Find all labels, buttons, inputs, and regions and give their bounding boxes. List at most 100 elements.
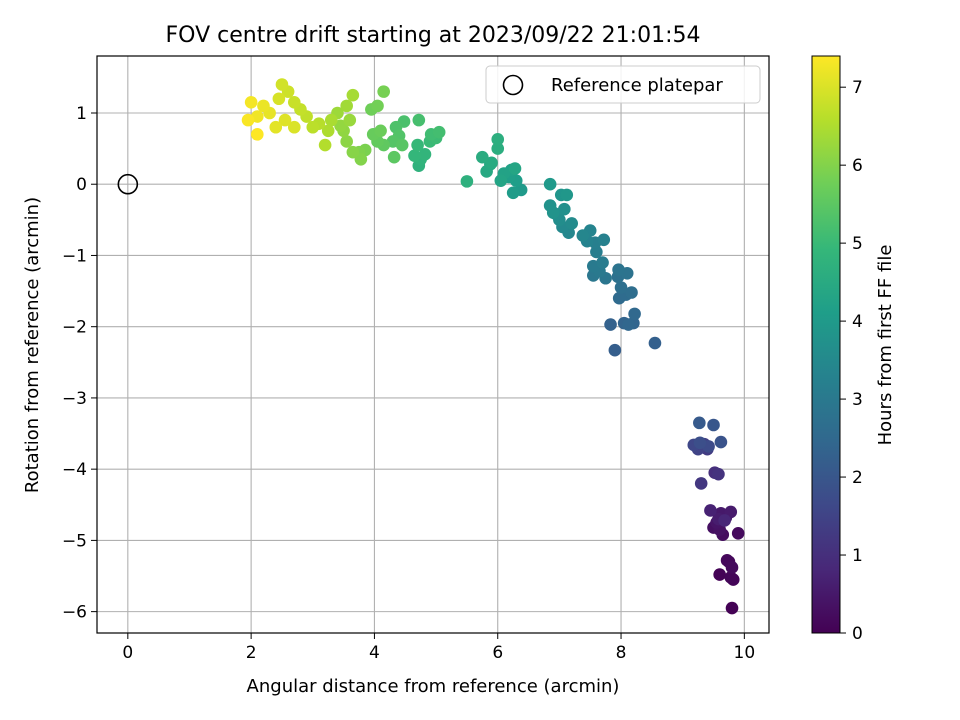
data-point — [712, 467, 725, 481]
plot-frame — [96, 55, 770, 634]
data-point — [387, 150, 401, 164]
data-point — [324, 113, 338, 127]
colorbar-gradient — [811, 55, 841, 634]
data-point — [625, 286, 638, 299]
colorbar-tick-label: 4 — [852, 312, 863, 332]
data-point — [241, 113, 255, 127]
data-point — [460, 175, 474, 188]
data-point — [604, 318, 617, 331]
data-point — [622, 318, 635, 331]
y-tick-label: −4 — [62, 460, 87, 480]
data-point — [408, 149, 421, 163]
data-point — [244, 96, 258, 109]
data-point — [694, 477, 708, 490]
data-point — [565, 217, 579, 230]
data-point — [343, 113, 357, 127]
data-point — [321, 124, 335, 138]
y-tick-label: −2 — [62, 318, 87, 338]
data-point — [287, 96, 301, 109]
legend-box — [485, 65, 761, 104]
x-tick-label: 10 — [734, 643, 756, 663]
colorbar-label: Hours from first FF file — [875, 245, 896, 446]
reference-marker — [117, 173, 139, 195]
data-point — [628, 307, 641, 321]
data-point — [506, 186, 520, 200]
x-tick-label: 4 — [369, 643, 380, 663]
data-point — [432, 125, 446, 139]
grid-lines — [97, 56, 769, 633]
colorbar-ticks: 0 1 2 3 4 5 6 7 — [840, 78, 863, 644]
x-tick-label: 8 — [616, 643, 627, 663]
colorbar: 0 1 2 3 4 5 6 7 Hours from first FF file — [811, 55, 896, 644]
x-axis-label: Angular distance from reference (arcmin) — [247, 676, 620, 697]
data-point — [693, 436, 707, 450]
colorbar-tick-label: 2 — [852, 468, 863, 488]
data-point — [269, 120, 283, 134]
data-points — [241, 78, 745, 615]
data-point — [597, 233, 611, 247]
legend: Reference platepar — [485, 65, 761, 104]
data-point — [546, 206, 560, 220]
colorbar-tick-label: 5 — [852, 234, 863, 254]
data-point — [725, 561, 739, 574]
data-point — [374, 124, 387, 138]
colorbar-tick-label: 1 — [852, 546, 863, 566]
y-axis-ticks: 1 0 −1 −2 −3 −4 −5 −6 — [62, 104, 97, 623]
data-point — [272, 92, 286, 106]
data-point — [714, 435, 728, 449]
data-point — [287, 120, 301, 134]
data-point — [257, 99, 270, 113]
legend-marker-icon — [502, 74, 524, 96]
data-point — [418, 148, 432, 161]
y-axis-label: Rotation from reference (arcmin) — [22, 197, 43, 493]
data-point — [491, 142, 505, 155]
data-point — [614, 281, 628, 294]
data-point — [476, 150, 489, 164]
data-point — [318, 138, 332, 152]
data-point — [250, 128, 264, 141]
x-tick-label: 2 — [246, 643, 257, 663]
data-point — [612, 263, 625, 277]
data-point — [377, 85, 390, 98]
data-point — [576, 229, 590, 242]
data-point — [306, 120, 320, 134]
legend-label: Reference platepar — [551, 75, 723, 96]
data-point — [648, 336, 662, 350]
data-point — [704, 504, 717, 517]
data-point — [558, 202, 571, 216]
colorbar-tick-label: 6 — [852, 156, 863, 176]
data-point — [693, 416, 706, 430]
data-point — [608, 343, 622, 357]
y-tick-label: 1 — [76, 104, 87, 124]
data-point — [543, 177, 557, 191]
data-point — [278, 113, 292, 127]
data-point — [713, 568, 726, 581]
chart-title: FOV centre drift starting at 2023/09/22 … — [166, 23, 701, 48]
data-point — [724, 571, 738, 584]
reference-point — [117, 173, 139, 195]
data-point — [590, 245, 603, 259]
x-tick-label: 6 — [492, 643, 503, 663]
data-point — [275, 78, 289, 91]
data-point — [560, 188, 574, 202]
data-point — [334, 119, 347, 133]
data-point — [731, 526, 745, 540]
y-tick-label: −5 — [62, 531, 87, 551]
data-point — [340, 99, 353, 113]
data-point — [725, 601, 739, 615]
data-point — [707, 418, 720, 432]
y-tick-label: −1 — [62, 246, 87, 266]
x-tick-label: 0 — [122, 643, 133, 663]
y-tick-label: −6 — [62, 603, 87, 623]
colorbar-tick-label: 7 — [852, 78, 863, 98]
data-point — [412, 113, 426, 127]
data-point — [485, 156, 498, 170]
data-point — [491, 133, 505, 146]
data-point — [371, 99, 384, 113]
data-point — [508, 162, 522, 175]
colorbar-tick-label: 3 — [852, 390, 863, 410]
data-point — [596, 256, 609, 269]
data-point — [346, 145, 360, 159]
x-axis-ticks: 0 2 4 6 8 10 — [122, 633, 755, 663]
